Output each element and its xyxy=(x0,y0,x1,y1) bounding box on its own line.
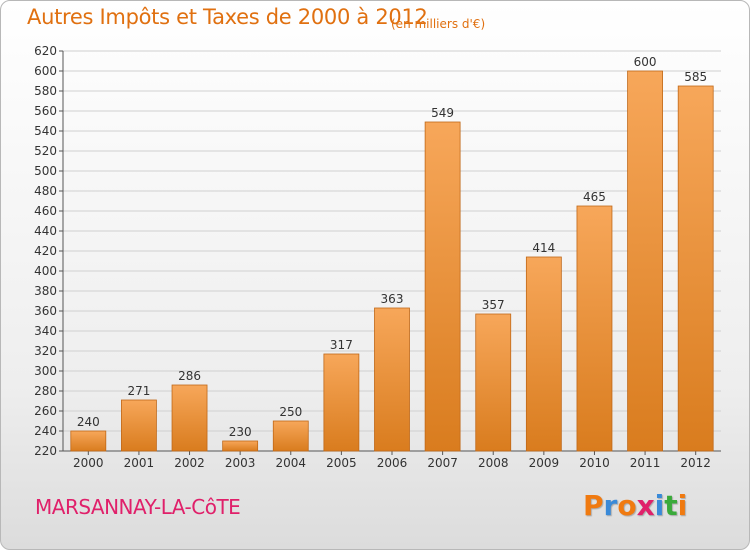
chart-title: Autres Impôts et Taxes de 2000 à 2012 xyxy=(27,5,428,29)
logo-letter: x xyxy=(636,489,655,522)
bars xyxy=(70,70,714,452)
y-tick-label: 220 xyxy=(34,444,57,458)
y-tick-label: 520 xyxy=(34,144,57,158)
x-tick-label-2011: 2011 xyxy=(630,456,661,470)
y-tick-label: 260 xyxy=(34,404,57,418)
data-label-2003: 230 xyxy=(229,425,252,439)
y-tick-label: 400 xyxy=(34,264,57,278)
bar-2010 xyxy=(576,205,613,452)
x-tick-label-2010: 2010 xyxy=(579,456,610,470)
data-label-2005: 317 xyxy=(330,338,353,352)
y-tick-label: 480 xyxy=(34,184,57,198)
logo-letter: r xyxy=(603,489,618,522)
y-tick-label: 420 xyxy=(34,244,57,258)
data-label-2010: 465 xyxy=(583,190,606,204)
x-tick-label-2000: 2000 xyxy=(73,456,104,470)
bar-2012 xyxy=(677,85,714,452)
y-tick-label: 320 xyxy=(34,344,57,358)
x-tick-label-2012: 2012 xyxy=(680,456,711,470)
y-tick-label: 580 xyxy=(34,84,57,98)
y-tick-label: 500 xyxy=(34,164,57,178)
bar-2000 xyxy=(70,430,107,452)
x-tick-label-2005: 2005 xyxy=(326,456,357,470)
commune-name: MARSANNAY-LA-CôTE xyxy=(35,495,241,519)
data-label-2002: 286 xyxy=(178,369,201,383)
x-tick-labels: 2000 2001 2002 2003 2004 2005 2006 2007 2008 2009… xyxy=(73,456,711,470)
y-tick-label: 360 xyxy=(34,304,57,318)
data-labels: 240 271 286 230 250 317 363 549 357 414 465 600 585 xyxy=(77,55,707,439)
bar-2005 xyxy=(323,353,360,452)
x-tick-label-2007: 2007 xyxy=(427,456,458,470)
x-tick-label-2009: 2009 xyxy=(529,456,560,470)
x-tick-label-2003: 2003 xyxy=(225,456,256,470)
bar-2001 xyxy=(121,399,157,452)
y-tick-label: 340 xyxy=(34,324,57,338)
y-tick-labels: 220 240 260 280 300 320 340 360 380 400 420 440 460 4… xyxy=(34,44,57,458)
x-tick-label-2008: 2008 xyxy=(478,456,509,470)
data-label-2001: 271 xyxy=(127,384,150,398)
y-tick-label: 540 xyxy=(34,124,57,138)
data-label-2012: 585 xyxy=(684,70,707,84)
y-tick-label: 300 xyxy=(34,364,57,378)
y-tick-label: 460 xyxy=(34,204,57,218)
x-tick-label-2001: 2001 xyxy=(124,456,155,470)
bar-2007 xyxy=(424,121,461,452)
data-label-2011: 600 xyxy=(634,55,657,69)
logo-letter: t xyxy=(664,489,678,522)
x-tick-label-2004: 2004 xyxy=(275,456,306,470)
x-tick-label-2006: 2006 xyxy=(377,456,408,470)
y-tick-label: 560 xyxy=(34,104,57,118)
y-tick-label: 280 xyxy=(34,384,57,398)
data-label-2006: 363 xyxy=(381,292,404,306)
logo-letter: i xyxy=(654,489,665,522)
chart-subtitle: (en milliers d'€) xyxy=(391,17,486,31)
y-tick-label: 440 xyxy=(34,224,57,238)
bar-2009 xyxy=(525,256,562,452)
x-tick-label-2002: 2002 xyxy=(174,456,205,470)
proxiti-logo: Proxiti xyxy=(583,489,687,522)
logo-letter: i xyxy=(677,489,688,522)
bar-2008 xyxy=(475,313,512,452)
y-tick-label: 620 xyxy=(34,44,57,58)
bar-2003 xyxy=(222,440,259,452)
bar-2006 xyxy=(374,307,410,452)
bar-2004 xyxy=(272,420,309,452)
data-label-2009: 414 xyxy=(532,241,555,255)
data-label-2000: 240 xyxy=(77,415,100,429)
y-tick-label: 600 xyxy=(34,64,57,78)
data-label-2007: 549 xyxy=(431,106,454,120)
bar-2002 xyxy=(171,384,208,452)
y-tick-label: 240 xyxy=(34,424,57,438)
y-tick-label: 380 xyxy=(34,284,57,298)
bar-2011 xyxy=(627,70,663,452)
data-label-2008: 357 xyxy=(482,298,505,312)
data-label-2004: 250 xyxy=(279,405,302,419)
logo-letter: o xyxy=(617,489,637,522)
logo-letter: P xyxy=(583,489,604,522)
